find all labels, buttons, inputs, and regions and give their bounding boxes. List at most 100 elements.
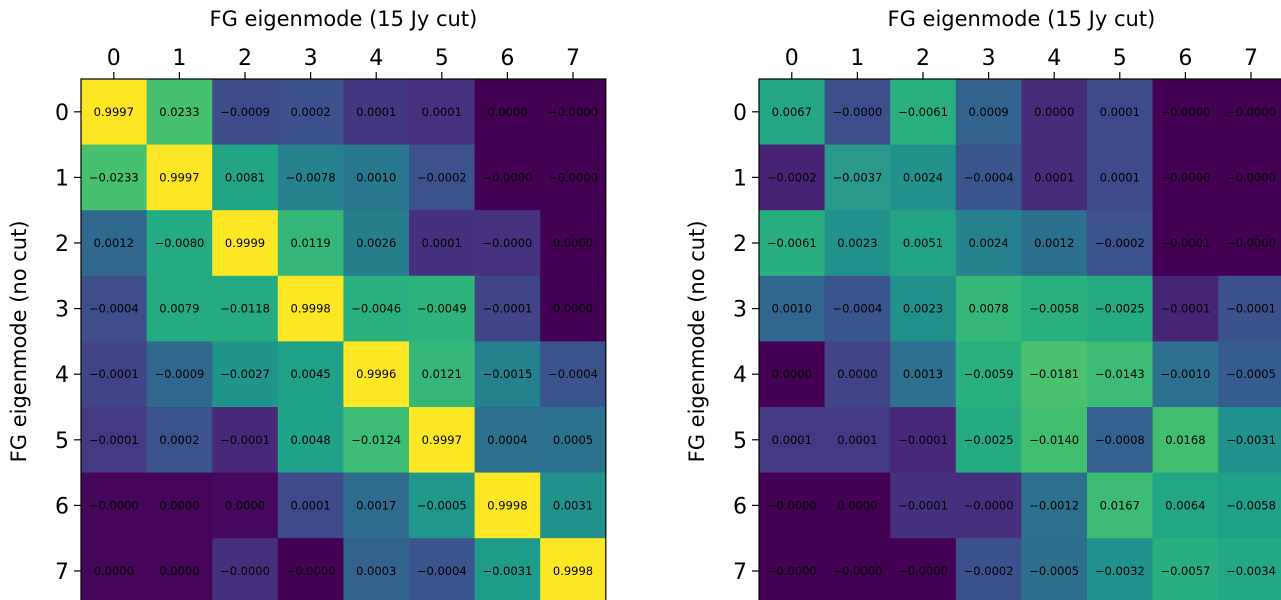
heatmap-cell xyxy=(1152,275,1219,342)
cell-value-label: −0.0004 xyxy=(832,302,882,316)
heatmap-cell xyxy=(343,407,410,473)
heatmap-cell xyxy=(824,538,891,600)
heatmap-cell xyxy=(540,407,607,473)
heatmap-cell xyxy=(81,538,147,600)
heatmap-cell xyxy=(277,79,344,145)
cell-value-label: −0.0012 xyxy=(1029,498,1079,512)
heatmap-cell xyxy=(212,341,279,408)
cell-value-label: 0.0004 xyxy=(487,433,527,447)
cell-value-label: 0.0168 xyxy=(1165,433,1205,447)
heatmap-cell xyxy=(146,538,213,600)
heatmap-cell xyxy=(81,275,147,342)
heatmap-cell xyxy=(343,275,410,342)
heatmap-cell xyxy=(1021,472,1088,539)
heatmap-cell xyxy=(1218,341,1281,408)
heatmap-cell xyxy=(212,79,279,145)
cell-value-label: −0.0004 xyxy=(89,302,139,316)
x-tick-label: 4 xyxy=(1047,46,1061,71)
heatmap-cell xyxy=(759,275,825,342)
heatmap-cell xyxy=(540,275,607,342)
heatmap-cell xyxy=(1218,538,1281,600)
cell-value-label: −0.0000 xyxy=(1226,236,1276,250)
cell-value-label: 0.0121 xyxy=(422,367,462,381)
x-tick-label: 2 xyxy=(238,46,252,71)
heatmap-cell xyxy=(409,144,475,211)
cell-value-label: −0.0000 xyxy=(482,170,532,184)
heatmap-cell xyxy=(474,275,541,342)
heatmap-cell xyxy=(759,144,825,211)
cell-value-label: 0.9998 xyxy=(290,302,330,316)
cell-value-label: −0.0118 xyxy=(220,302,270,316)
cell-value-label: −0.0010 xyxy=(1160,367,1210,381)
heatmap-cell xyxy=(146,210,213,277)
heatmap-cell xyxy=(1218,275,1281,342)
x-tick-label: 6 xyxy=(1178,46,1192,71)
heatmap-cell xyxy=(890,79,957,145)
heatmap-cell xyxy=(955,341,1022,408)
cell-value-label: −0.0001 xyxy=(1160,302,1210,316)
heatmap-cell xyxy=(277,275,344,342)
heatmap-cell xyxy=(1021,341,1088,408)
heatmap-cell xyxy=(81,210,147,277)
cell-value-label: 0.0000 xyxy=(225,498,265,512)
heatmap-cell xyxy=(890,210,957,277)
cell-value-label: 0.0045 xyxy=(290,367,330,381)
cell-value-label: 0.0001 xyxy=(290,498,330,512)
cell-value-label: 0.0081 xyxy=(225,170,265,184)
x-tick-label: 5 xyxy=(1113,46,1127,71)
cell-value-label: 0.0013 xyxy=(903,367,943,381)
cell-value-label: −0.0009 xyxy=(154,367,204,381)
heatmap-cell xyxy=(540,341,607,408)
cell-value-label: −0.0000 xyxy=(767,564,817,578)
heatmap-cell xyxy=(890,472,957,539)
heatmap-cell xyxy=(212,407,279,473)
cell-value-label: −0.0140 xyxy=(1029,433,1079,447)
heatmap-cell xyxy=(759,472,825,539)
heatmap-cell xyxy=(146,472,213,539)
cell-value-label: −0.0004 xyxy=(548,367,598,381)
heatmap-cell xyxy=(759,407,825,473)
cell-value-label: 0.0000 xyxy=(553,236,593,250)
heatmap-cell xyxy=(474,341,541,408)
cell-value-label: −0.0001 xyxy=(898,433,948,447)
cell-value-label: −0.0000 xyxy=(482,236,532,250)
heatmap-cell xyxy=(759,79,825,145)
heatmap-cell xyxy=(81,144,147,211)
cell-value-label: −0.0025 xyxy=(964,433,1014,447)
heatmap-cell xyxy=(955,407,1022,473)
heatmap-cell xyxy=(890,144,957,211)
cell-value-label: 0.0001 xyxy=(1100,170,1140,184)
heatmap-cell xyxy=(474,407,541,473)
cell-value-label: −0.0008 xyxy=(1095,433,1145,447)
heatmap-cell xyxy=(474,472,541,539)
cell-value-label: −0.0058 xyxy=(1226,498,1276,512)
heatmap-cell xyxy=(343,538,410,600)
heatmap-cell xyxy=(1218,210,1281,277)
cell-value-label: −0.0000 xyxy=(898,564,948,578)
x-tick-label: 7 xyxy=(566,46,580,71)
cell-value-label: 0.0233 xyxy=(159,105,199,119)
heatmap-cell xyxy=(1152,144,1219,211)
y-tick-label: 2 xyxy=(55,232,69,257)
cell-value-label: 0.0001 xyxy=(1100,105,1140,119)
x-tick-label: 1 xyxy=(850,46,864,71)
heatmap-cell xyxy=(540,79,607,145)
heatmap-cell xyxy=(1218,472,1281,539)
x-tick-label: 2 xyxy=(916,46,930,71)
cell-value-label: −0.0005 xyxy=(1029,564,1079,578)
cell-value-label: −0.0005 xyxy=(1226,367,1276,381)
cell-value-label: −0.0000 xyxy=(286,564,336,578)
cell-value-label: −0.0233 xyxy=(89,170,139,184)
cell-value-label: −0.0059 xyxy=(964,367,1014,381)
cell-value-label: −0.0061 xyxy=(767,236,817,250)
cell-value-label: −0.0001 xyxy=(89,367,139,381)
heatmap-cell xyxy=(146,144,213,211)
cell-value-label: 0.0005 xyxy=(553,433,593,447)
heatmap-cell xyxy=(955,144,1022,211)
cell-value-label: 0.0010 xyxy=(356,170,396,184)
heatmap-cell xyxy=(1087,144,1153,211)
cell-value-label: 0.0012 xyxy=(94,236,134,250)
cell-value-label: −0.0000 xyxy=(767,498,817,512)
cell-value-label: −0.0031 xyxy=(482,564,532,578)
heatmap-cell xyxy=(540,472,607,539)
